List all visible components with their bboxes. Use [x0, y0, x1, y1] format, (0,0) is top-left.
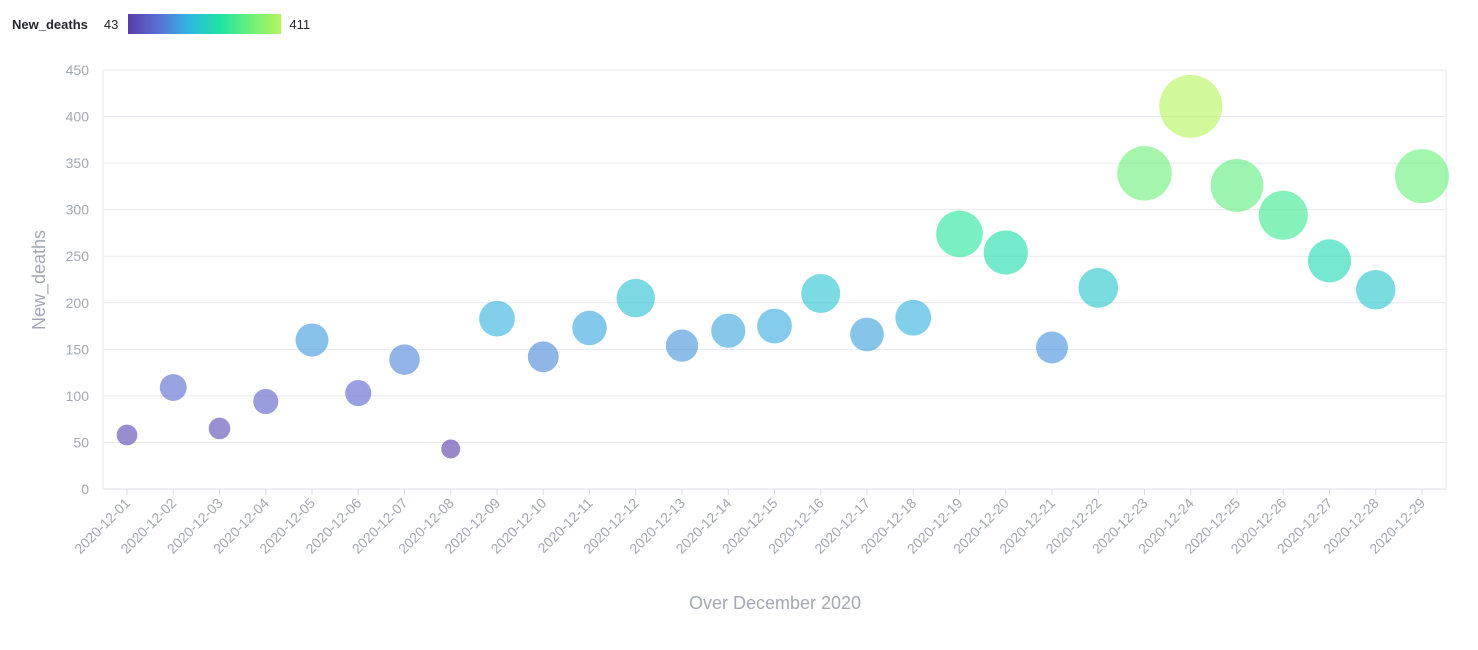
y-tick-label: 250: [66, 248, 90, 264]
data-point[interactable]: [1159, 74, 1223, 138]
data-point[interactable]: [116, 424, 138, 446]
data-point[interactable]: [983, 230, 1028, 275]
y-tick-label: 450: [66, 62, 90, 78]
color-legend: New_deaths 43 411: [12, 12, 310, 36]
data-point[interactable]: [208, 417, 231, 440]
y-tick-label: 300: [66, 202, 90, 218]
data-point[interactable]: [441, 439, 461, 459]
y-tick-label: 350: [66, 155, 90, 171]
data-point[interactable]: [1078, 268, 1119, 308]
data-point[interactable]: [616, 278, 655, 318]
data-point[interactable]: [1307, 239, 1352, 283]
data-point[interactable]: [1117, 146, 1172, 201]
data-point[interactable]: [1035, 331, 1069, 364]
x-axis: 2020-12-012020-12-022020-12-032020-12-04…: [71, 489, 1428, 557]
data-point[interactable]: [1210, 159, 1264, 212]
y-tick-label: 0: [81, 481, 89, 497]
data-point[interactable]: [711, 313, 746, 348]
legend-gradient-bar: [128, 14, 282, 34]
data-point[interactable]: [253, 388, 279, 415]
x-axis-title: Over December 2020: [689, 593, 861, 613]
y-axis-title: New_deaths: [29, 230, 50, 330]
data-point[interactable]: [757, 308, 792, 344]
y-tick-label: 50: [73, 434, 89, 450]
data-point[interactable]: [159, 374, 187, 401]
data-point[interactable]: [345, 380, 372, 407]
data-point[interactable]: [801, 273, 841, 313]
data-point[interactable]: [479, 300, 515, 337]
y-axis: 0 50 100 150 200 250 300 350 400 450: [66, 62, 90, 497]
data-point[interactable]: [295, 323, 329, 357]
data-point[interactable]: [1258, 190, 1308, 240]
legend-min-label: 43: [103, 16, 119, 32]
data-point[interactable]: [665, 329, 699, 362]
data-point[interactable]: [850, 317, 884, 352]
data-point[interactable]: [895, 299, 932, 336]
data-point[interactable]: [1394, 149, 1450, 204]
data-point[interactable]: [527, 341, 559, 373]
data-point[interactable]: [389, 344, 420, 375]
data-point[interactable]: [572, 310, 607, 346]
legend-max-label: 411: [289, 16, 311, 32]
y-tick-label: 200: [66, 295, 90, 311]
data-points: [116, 74, 1450, 459]
data-point[interactable]: [1356, 270, 1396, 310]
grid-lines: [102, 69, 1447, 490]
y-tick-label: 100: [66, 388, 90, 404]
legend-title: New_deaths: [12, 16, 88, 32]
data-point[interactable]: [936, 210, 983, 258]
y-tick-label: 400: [66, 109, 90, 125]
y-tick-label: 150: [66, 341, 90, 357]
